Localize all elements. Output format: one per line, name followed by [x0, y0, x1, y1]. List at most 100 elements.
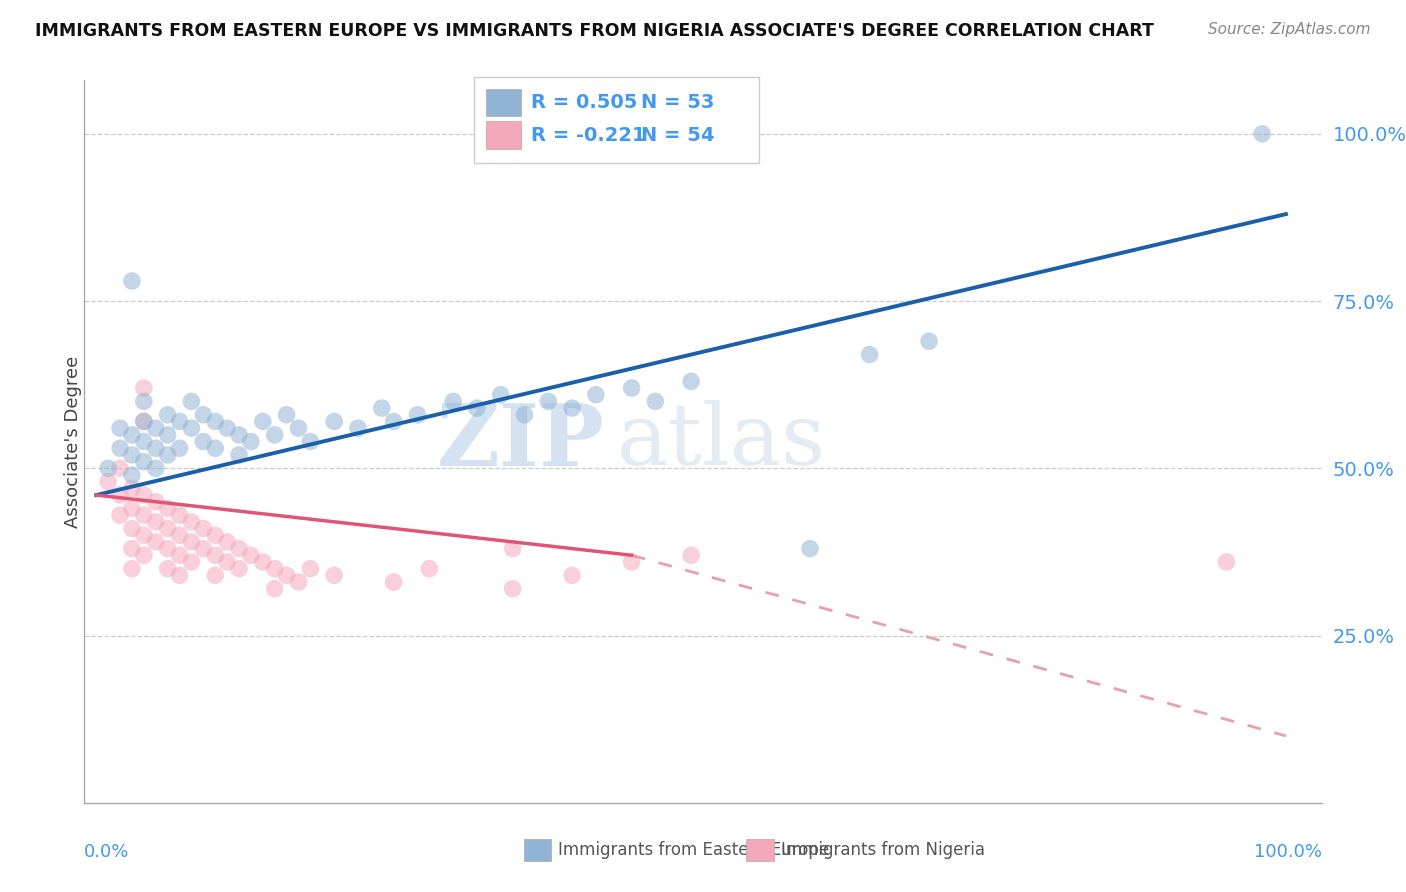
Point: [156, 501, 179, 516]
Point: [228, 562, 250, 576]
Text: atlas: atlas: [616, 400, 825, 483]
Point: [132, 434, 155, 449]
Point: [204, 548, 226, 563]
Text: 0.0%: 0.0%: [84, 843, 129, 861]
Point: [145, 515, 167, 529]
Point: [489, 387, 512, 401]
Point: [156, 427, 179, 442]
Point: [263, 562, 285, 576]
Point: [156, 408, 179, 422]
Point: [620, 555, 643, 569]
Point: [287, 421, 309, 435]
Text: 100.0%: 100.0%: [1254, 843, 1322, 861]
Point: [263, 582, 285, 596]
FancyBboxPatch shape: [474, 77, 759, 163]
Point: [121, 274, 143, 288]
Point: [323, 568, 346, 582]
Point: [441, 394, 464, 409]
Point: [193, 434, 215, 449]
Point: [561, 401, 583, 416]
Point: [239, 548, 262, 563]
Point: [204, 528, 226, 542]
Point: [644, 394, 666, 409]
Point: [145, 494, 167, 508]
Point: [193, 541, 215, 556]
Point: [263, 427, 285, 442]
Point: [121, 448, 143, 462]
Point: [180, 421, 202, 435]
Point: [132, 414, 155, 429]
Point: [406, 408, 429, 422]
Text: Immigrants from Eastern Europe: Immigrants from Eastern Europe: [558, 841, 830, 859]
Bar: [523, 838, 551, 861]
Text: ZIP: ZIP: [436, 400, 605, 483]
Text: N = 53: N = 53: [641, 93, 714, 112]
Point: [169, 528, 191, 542]
Point: [169, 508, 191, 523]
Point: [217, 421, 239, 435]
Point: [132, 488, 155, 502]
Point: [121, 541, 143, 556]
Point: [252, 414, 274, 429]
Point: [371, 401, 394, 416]
Point: [276, 568, 298, 582]
Point: [121, 482, 143, 496]
Point: [204, 414, 226, 429]
Point: [121, 467, 143, 482]
Point: [193, 521, 215, 535]
Point: [217, 555, 239, 569]
Bar: [486, 89, 522, 117]
Point: [620, 381, 643, 395]
Point: [299, 434, 322, 449]
Point: [145, 421, 167, 435]
Bar: [747, 838, 773, 861]
Point: [132, 414, 155, 429]
Point: [180, 394, 202, 409]
Point: [502, 541, 524, 556]
Point: [382, 414, 405, 429]
Point: [121, 427, 143, 442]
Text: Source: ZipAtlas.com: Source: ZipAtlas.com: [1208, 22, 1371, 37]
Point: [169, 414, 191, 429]
Point: [561, 568, 583, 582]
Point: [204, 568, 226, 582]
Point: [276, 408, 298, 422]
Bar: [486, 121, 522, 149]
Point: [502, 582, 524, 596]
Point: [132, 394, 155, 409]
Point: [347, 421, 370, 435]
Point: [132, 548, 155, 563]
Point: [156, 448, 179, 462]
Point: [287, 575, 309, 590]
Point: [108, 442, 131, 455]
Point: [180, 515, 202, 529]
Point: [239, 434, 262, 449]
Point: [108, 421, 131, 435]
Point: [465, 401, 488, 416]
Point: [217, 534, 239, 549]
Point: [918, 334, 941, 349]
Point: [108, 488, 131, 502]
Point: [108, 461, 131, 475]
Point: [169, 568, 191, 582]
Point: [97, 475, 120, 489]
Point: [681, 548, 703, 563]
Y-axis label: Associate's Degree: Associate's Degree: [65, 355, 82, 528]
Point: [193, 408, 215, 422]
Point: [132, 508, 155, 523]
Point: [1215, 555, 1237, 569]
Point: [299, 562, 322, 576]
Point: [252, 555, 274, 569]
Text: IMMIGRANTS FROM EASTERN EUROPE VS IMMIGRANTS FROM NIGERIA ASSOCIATE'S DEGREE COR: IMMIGRANTS FROM EASTERN EUROPE VS IMMIGR…: [35, 22, 1154, 40]
Point: [145, 461, 167, 475]
Point: [97, 461, 120, 475]
Point: [1251, 127, 1274, 141]
Point: [799, 541, 821, 556]
Point: [513, 408, 536, 422]
Point: [132, 455, 155, 469]
Point: [108, 508, 131, 523]
Point: [156, 562, 179, 576]
Point: [169, 548, 191, 563]
Point: [132, 381, 155, 395]
Point: [585, 387, 607, 401]
